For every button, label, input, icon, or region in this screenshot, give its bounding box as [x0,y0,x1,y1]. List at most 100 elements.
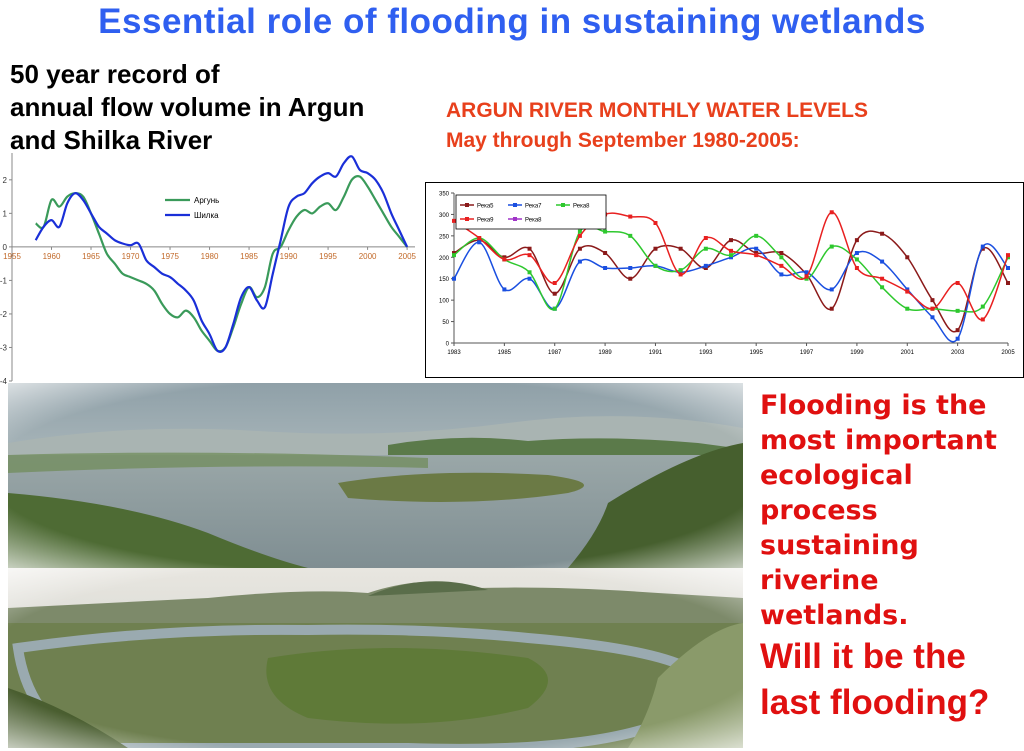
level-series-point-4 [880,276,885,281]
level-series-point-2 [930,315,935,320]
level-series-point-1 [452,251,456,255]
level-series-point-1 [527,246,532,251]
level-series-point-4 [628,214,633,219]
level-series-point-3 [754,233,759,238]
level-series-point-2 [829,287,834,292]
level-series-point-4 [552,281,557,285]
level-series-point-3 [603,229,608,234]
level-x-tick-label: 1985 [498,350,512,356]
level-series-point-3 [854,257,859,262]
level-series-point-1 [703,266,708,270]
flow-heading-line-1: 50 year record of [10,59,220,89]
flow-x-tick-label: 1990 [280,252,298,261]
level-legend-marker-4 [465,217,469,221]
level-series-point-1 [552,291,557,296]
level-legend-label-3: Река8 [573,204,590,210]
level-series-point-3 [779,255,784,260]
river-meander-illustration [8,568,743,748]
level-x-tick-label: 1993 [699,350,713,356]
level-legend-label-2: Река7 [525,204,542,210]
flow-x-tick-label: 1995 [319,252,337,261]
flow-x-tick-label: 1965 [82,252,100,261]
level-y-tick-label: 50 [442,320,449,326]
level-y-tick-label: 150 [439,277,450,283]
level-series-point-4 [577,233,582,238]
caption-line-1: Flooding is the [760,390,987,421]
question-line-1: Will it be the [760,637,966,676]
flow-y-tick-label: -1 [0,276,8,285]
level-series-point-1 [653,246,658,251]
level-series-point-3 [653,263,658,268]
level-series-point-1 [829,306,834,311]
level-legend-label-4: Река9 [477,218,494,224]
level-legend-marker-1 [465,203,469,207]
flow-x-tick-label: 1980 [201,252,219,261]
level-series-point-4 [905,289,910,294]
level-series-point-2 [477,240,482,245]
level-series-point-2 [729,255,733,260]
level-y-tick-label: 300 [439,213,450,219]
level-series-point-2 [703,263,708,268]
level-y-tick-label: 350 [439,192,450,198]
flow-x-tick-label: 1960 [43,252,61,261]
level-series-point-2 [804,270,809,275]
level-x-tick-label: 1989 [598,350,612,356]
level-series-point-3 [552,306,557,311]
water-levels-chart-frame: 0 50 100 150 200 250 300 350 1983 1985 1987 1989 199… [425,182,1024,378]
level-y-tick-label: 200 [439,256,450,262]
level-legend-marker-2 [513,203,517,207]
level-series-point-3 [980,304,985,309]
level-series-point-2 [880,259,885,264]
flow-y-tick-label: -2 [0,310,8,319]
level-series-point-1 [754,251,759,255]
level-x-tick-label: 1997 [800,350,814,356]
water-levels-heading-line-1: ARGUN RIVER MONTHLY WATER LEVELS [446,99,868,122]
level-series-point-2 [628,266,633,270]
level-x-tick-label: 1983 [447,350,461,356]
flow-x-tick-label: 1955 [3,252,21,261]
water-levels-heading: ARGUN RIVER MONTHLY WATER LEVELS May thr… [446,96,868,156]
flow-x-tick-label: 1985 [240,252,258,261]
level-series-point-4 [980,317,985,322]
level-series-point-3 [628,233,633,238]
level-series-point-1 [577,246,582,251]
level-series-point-1 [880,231,885,236]
level-series-point-4 [829,210,834,215]
river-meander-photo [8,568,743,748]
flow-y-tick-label: 2 [3,176,8,185]
flow-record-heading: 50 year record of annual flow volume in … [10,58,364,157]
flooded-wetland-illustration [8,383,743,568]
level-series-point-4 [527,253,532,258]
level-series-point-2 [577,259,582,264]
level-series-point-1 [603,251,608,255]
level-series-point-3 [703,246,708,251]
level-series-point-3 [527,270,532,275]
level-series-point-3 [905,306,910,311]
water-levels-heading-line-2: May through September 1980-2005: [446,129,800,152]
level-series-point-1 [729,238,733,243]
level-series-point-1 [854,238,859,243]
level-series-point-4 [653,221,658,225]
level-series-point-4 [930,306,935,311]
level-series-point-2 [980,244,985,249]
flow-x-tick-label: 2000 [359,252,377,261]
level-series-point-1 [980,246,985,251]
level-series-point-2 [452,276,456,281]
level-legend-label-1: Река5 [477,204,494,210]
flow-y-tick-label: 1 [3,209,8,218]
level-x-tick-label: 1991 [649,350,663,356]
level-series-point-1 [1006,281,1010,285]
level-series-point-4 [729,248,733,253]
level-y-tick-label: 0 [446,342,450,348]
level-series-point-3 [955,308,960,313]
caption-line-2: most important [760,425,997,456]
level-x-tick-label: 2005 [1001,350,1015,356]
level-legend-label-5: Река8 [525,218,542,224]
level-series-point-2 [678,270,683,275]
flow-heading-line-2: annual flow volume in Argun [10,92,365,122]
flow-x-tick-label: 2005 [398,252,416,261]
level-legend-marker-3 [561,203,565,207]
flow-y-tick-label: 0 [3,243,8,252]
flow-x-tick-label: 1975 [161,252,179,261]
slide-title: Essential role of flooding in sustaining… [98,2,926,41]
